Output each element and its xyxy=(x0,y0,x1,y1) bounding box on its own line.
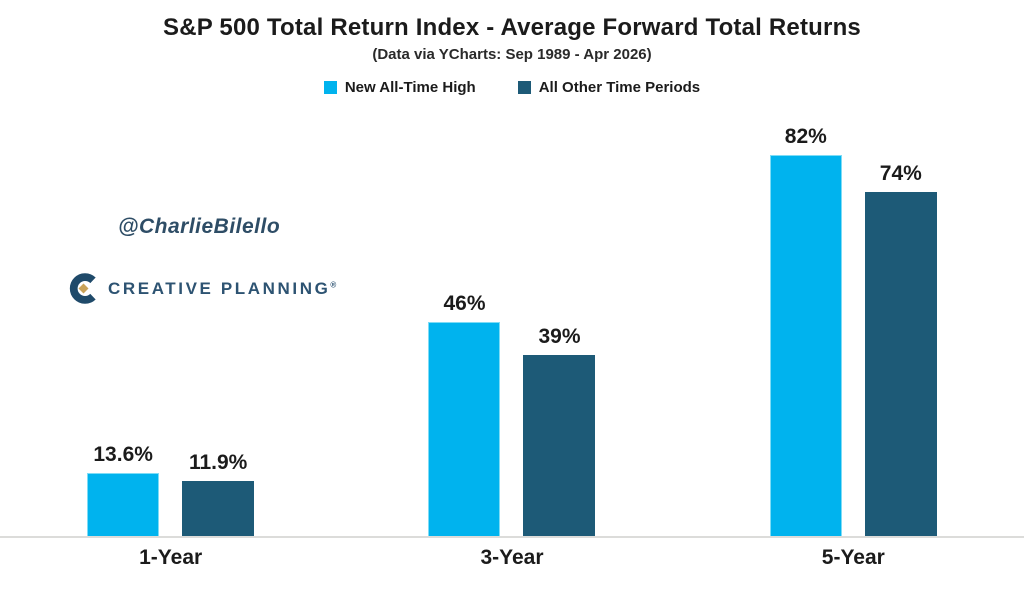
brand-name: CREATIVE PLANNING® xyxy=(108,278,339,298)
legend: New All-Time High All Other Time Periods xyxy=(0,77,1024,97)
bar-wrap: 46% xyxy=(428,292,501,536)
bar-new-all-time-high xyxy=(428,322,501,536)
bar-wrap: 13.6% xyxy=(87,443,160,536)
category-label-5-year: 5-Year xyxy=(821,546,885,569)
bar-all-other-time-periods xyxy=(864,192,937,536)
legend-item-1: All Other Time Periods xyxy=(517,78,701,96)
bar-wrap: 74% xyxy=(864,162,937,536)
legend-swatch-icon xyxy=(517,80,531,94)
brand-logo: CREATIVE PLANNING® xyxy=(68,273,339,304)
bar-wrap: 11.9% xyxy=(182,451,255,536)
trademark-mark: ® xyxy=(330,279,339,289)
category-label-3-year: 3-Year xyxy=(480,546,544,569)
bar-wrap: 39% xyxy=(523,325,596,536)
bar-pair: 82% 74% xyxy=(769,125,937,536)
bar-all-other-time-periods xyxy=(523,355,596,536)
chart-subtitle: (Data via YCharts: Sep 1989 - Apr 2026) xyxy=(372,46,652,63)
chart-title: S&P 500 Total Return Index - Average For… xyxy=(163,14,861,41)
bar-all-other-time-periods xyxy=(182,481,255,536)
bar-new-all-time-high xyxy=(87,473,160,536)
watermark-handle: @CharlieBilello xyxy=(118,215,281,238)
plot-area: @CharlieBilello CREATIVE PLANNING® 13.6%… xyxy=(0,97,1024,538)
legend-swatch-icon xyxy=(323,80,337,94)
bar-value-label: 82% xyxy=(784,125,827,148)
bar-groups: 13.6% 11.9% 46% 39% 82% 74% xyxy=(0,125,1024,536)
bar-new-all-time-high xyxy=(769,155,842,536)
bar-value-label: 74% xyxy=(879,162,922,185)
bar-group-1-year: 13.6% 11.9% xyxy=(0,125,341,536)
legend-label: New All-Time High xyxy=(344,78,476,96)
category-axis: 1-Year 3-Year 5-Year xyxy=(0,546,1024,570)
category-label-1-year: 1-Year xyxy=(139,546,203,569)
bar-pair: 13.6% 11.9% xyxy=(87,125,255,536)
bar-wrap: 82% xyxy=(769,125,842,536)
bar-group-3-year: 46% 39% xyxy=(341,125,682,536)
bar-pair: 46% 39% xyxy=(428,125,596,536)
bar-value-label: 46% xyxy=(443,292,486,315)
creative-planning-c-icon xyxy=(69,273,96,304)
bar-value-label: 39% xyxy=(538,325,581,348)
bar-group-5-year: 82% 74% xyxy=(683,125,1024,536)
watermark: @CharlieBilello CREATIVE PLANNING® xyxy=(68,215,339,304)
bar-value-label: 13.6% xyxy=(93,443,153,466)
legend-label: All Other Time Periods xyxy=(538,78,701,96)
bar-value-label: 11.9% xyxy=(188,451,248,474)
legend-item-0: New All-Time High xyxy=(323,78,476,96)
